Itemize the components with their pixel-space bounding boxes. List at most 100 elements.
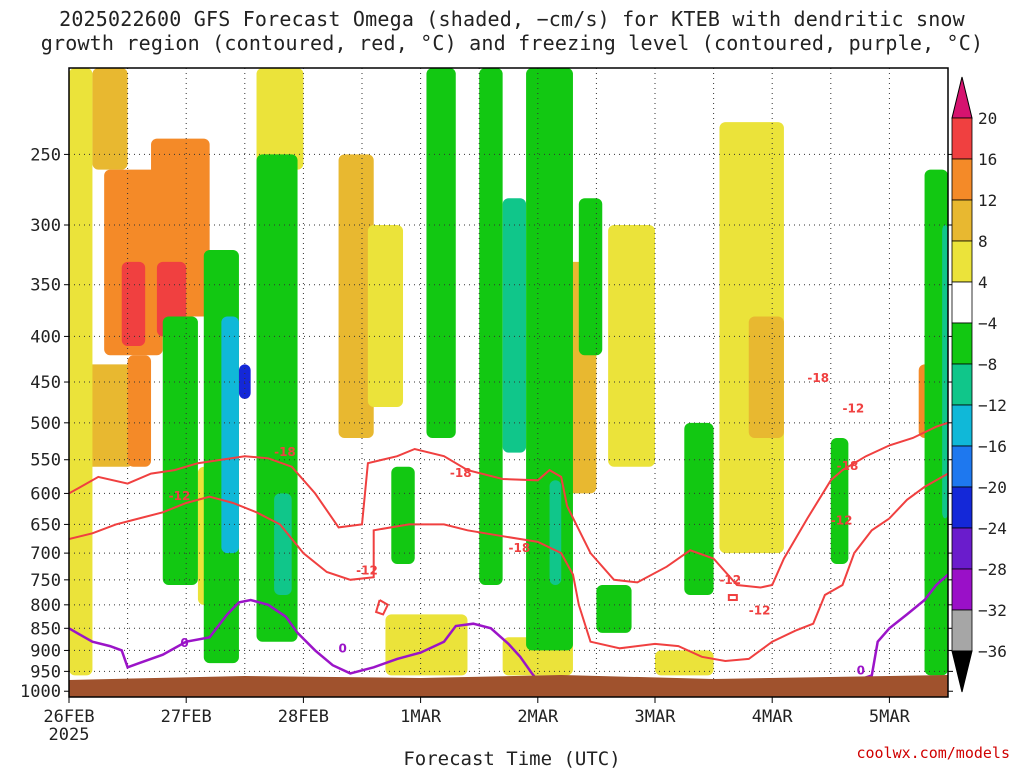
dgz-contour-label: -18 (450, 466, 472, 480)
y-tick-label: 500 (30, 414, 61, 434)
omega-cell (127, 355, 152, 467)
colorbar-swatch (951, 527, 973, 570)
omega-cell (274, 493, 292, 596)
y-tick-label: 700 (30, 544, 61, 564)
colorbar-swatch (951, 322, 973, 365)
colorbar-swatch (951, 486, 973, 529)
omega-cell (86, 364, 134, 467)
y-tick-label: 300 (30, 216, 61, 236)
omega-cell (391, 466, 415, 565)
y-tick-label: 350 (30, 276, 61, 296)
colorbar-swatch (951, 363, 973, 406)
y-tick-label: 800 (30, 596, 61, 616)
colorbar-level-label: 8 (978, 232, 988, 251)
x-tick-label: 4MAR (752, 707, 794, 727)
colorbar-level-label: 4 (978, 273, 988, 292)
dgz-contour-minus18 (69, 421, 948, 589)
ground-terrain (69, 675, 948, 697)
omega-cell (479, 68, 503, 585)
y-tick-label: 550 (30, 451, 61, 471)
omega-cell (426, 68, 456, 439)
omega-cell (578, 198, 603, 356)
omega-cell (608, 225, 655, 467)
colorbar-level-label: 12 (978, 191, 997, 210)
x-axis-title: Forecast Time (UTC) (403, 748, 621, 770)
dgz-contour-label: -12 (169, 489, 191, 503)
colorbar-level-label: −24 (978, 519, 1007, 538)
colorbar-level-label: 16 (978, 150, 997, 169)
freezing-contour-label: 0 (180, 636, 188, 650)
colorbar-level-label: −36 (978, 642, 1007, 661)
colorbar-level-label: −20 (978, 478, 1007, 497)
omega-cell (69, 68, 93, 676)
colorbar-swatch (951, 117, 973, 160)
omega-cell (256, 68, 304, 170)
omega-cell (502, 198, 527, 453)
omega-cell (367, 225, 404, 408)
plot-area: -18 -12 -18 -12 -18 -12 -12 -18 -12 -18 -12 0 0 0 (69, 68, 948, 697)
omega-cell (596, 584, 632, 633)
omega-cell (748, 316, 784, 439)
freezing-contour-label: 0 (857, 664, 865, 678)
colorbar-swatch (951, 568, 973, 611)
colorbar-swatch (951, 404, 973, 447)
y-tick-label: 600 (30, 484, 61, 504)
colorbar-level-label: −8 (978, 355, 997, 374)
dgz-contour-label: -12 (356, 564, 378, 578)
omega-cell (121, 261, 146, 346)
dgz-contour-small (374, 599, 390, 616)
y-tick-label: 850 (30, 619, 61, 639)
colorbar-swatch (951, 76, 973, 119)
colorbar-level-label: −16 (978, 437, 1007, 456)
omega-cell (830, 438, 849, 565)
omega-cell (942, 225, 948, 519)
y-tick-label: 450 (30, 373, 61, 393)
dgz-contour-label: -18 (837, 459, 859, 473)
colorbar-level-label: −28 (978, 560, 1007, 579)
y-tick-label: 250 (30, 145, 61, 165)
colorbar-swatch (951, 281, 973, 324)
x-tick-label: 3MAR (635, 707, 677, 727)
colorbar-level-label: −12 (978, 396, 1007, 415)
colorbar-swatch (951, 199, 973, 242)
x-tick-label: 27FEB (161, 707, 212, 727)
y-tick-label: 950 (30, 662, 61, 682)
omega-cell (92, 68, 128, 170)
colorbar-swatch (951, 609, 973, 652)
colorbar-swatch (951, 240, 973, 283)
colorbar-swatch (951, 445, 973, 488)
y-tick-label: 1000 (20, 682, 61, 702)
dgz-contour-label: -12 (719, 573, 741, 587)
dgz-contour-label: -18 (509, 541, 531, 555)
y-tick-label: 750 (30, 571, 61, 591)
x-year-label: 2025 (49, 725, 90, 745)
x-tick-label: 26FEB (43, 707, 94, 727)
omega-cell (221, 316, 239, 554)
colorbar-level-label: −4 (978, 314, 997, 333)
chart-title-line2: growth region (contoured, red, °C) and f… (40, 31, 984, 55)
dgz-contour-minus12 (69, 472, 948, 663)
omega-cell (655, 650, 714, 676)
colorbar-swatch (951, 650, 973, 693)
colorbar-level-label: −32 (978, 601, 1007, 620)
y-tick-label: 650 (30, 515, 61, 535)
dgz-contour-label: -18 (274, 445, 296, 459)
freezing-contour-label: 0 (339, 642, 347, 656)
x-tick-label: 1MAR (400, 707, 442, 727)
freezing-level-contour (69, 598, 545, 689)
dgz-contour-label: -12 (831, 513, 853, 527)
omega-cell (549, 480, 562, 585)
chart-title-line1: 2025022600 GFS Forecast Omega (shaded, −… (59, 7, 965, 31)
omega-cell (162, 316, 198, 585)
y-tick-label: 400 (30, 327, 61, 347)
omega-cell (385, 614, 468, 676)
dgz-contour-label: -18 (807, 371, 829, 385)
dgz-contour-small (727, 594, 738, 602)
colorbar-level-label: 20 (978, 109, 997, 128)
colorbar-swatch (951, 158, 973, 201)
credit-text: coolwx.com/models (856, 744, 1010, 762)
x-tick-label: 2MAR (517, 707, 559, 727)
x-tick-label: 5MAR (869, 707, 911, 727)
dgz-contour-label: -12 (843, 402, 865, 416)
